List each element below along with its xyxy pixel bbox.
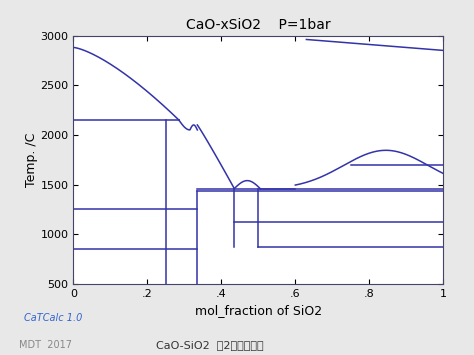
X-axis label: mol_fraction of SiO2: mol_fraction of SiO2 <box>195 305 322 317</box>
Text: CaO-SiO2  擬2元系状態図: CaO-SiO2 擬2元系状態図 <box>156 340 264 350</box>
Y-axis label: Temp. /C: Temp. /C <box>25 132 38 187</box>
Title: CaO-xSiO2    P=1bar: CaO-xSiO2 P=1bar <box>186 17 331 32</box>
Text: CaTCalc 1.0: CaTCalc 1.0 <box>24 313 82 323</box>
Text: MDT  2017: MDT 2017 <box>19 340 72 350</box>
